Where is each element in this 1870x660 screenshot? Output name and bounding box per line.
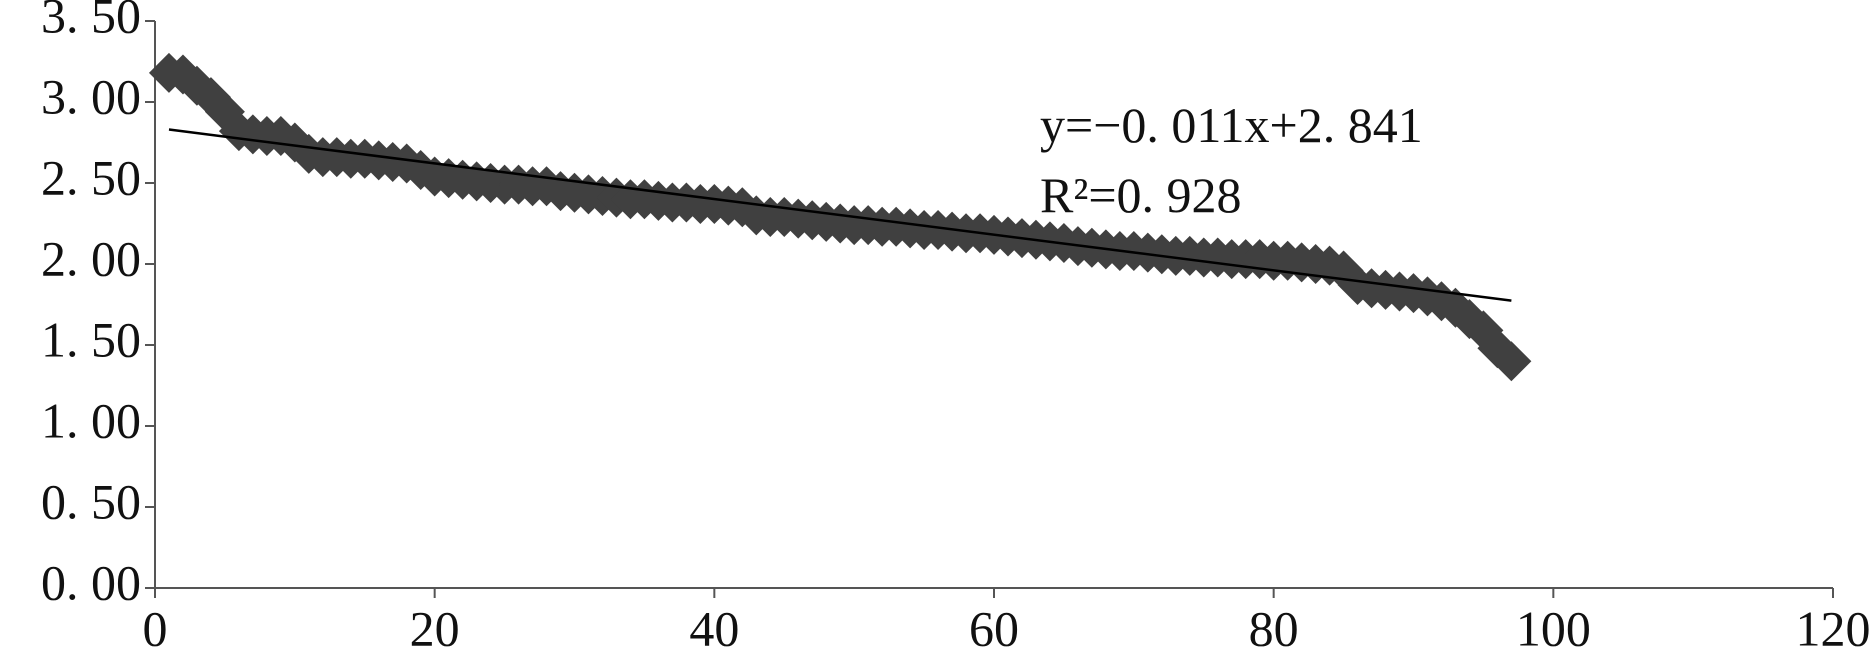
x-tick-label: 60 (969, 600, 1019, 656)
y-tick-label: 0. 00 (41, 554, 141, 610)
x-tick-label: 0 (143, 600, 168, 656)
y-tick-label: 3. 00 (41, 68, 141, 124)
x-tick-label: 80 (1249, 600, 1299, 656)
x-tick-label: 40 (689, 600, 739, 656)
y-tick-label: 2. 50 (41, 149, 141, 205)
trendline (168, 128, 1512, 302)
x-tick-label: 20 (410, 600, 460, 656)
y-tick-label: 0. 50 (41, 473, 141, 529)
r-squared: R²=0. 928 (1040, 167, 1242, 223)
x-tick-label: 120 (1796, 600, 1870, 656)
y-tick-label: 2. 00 (41, 230, 141, 286)
x-tick-label: 100 (1516, 600, 1591, 656)
y-tick-label: 1. 50 (41, 311, 141, 367)
data-point (1491, 341, 1532, 382)
y-tick-label: 3. 50 (41, 0, 141, 43)
y-tick-label: 1. 00 (41, 392, 141, 448)
trendline-equation: y=−0. 011x+2. 841 (1040, 97, 1423, 153)
